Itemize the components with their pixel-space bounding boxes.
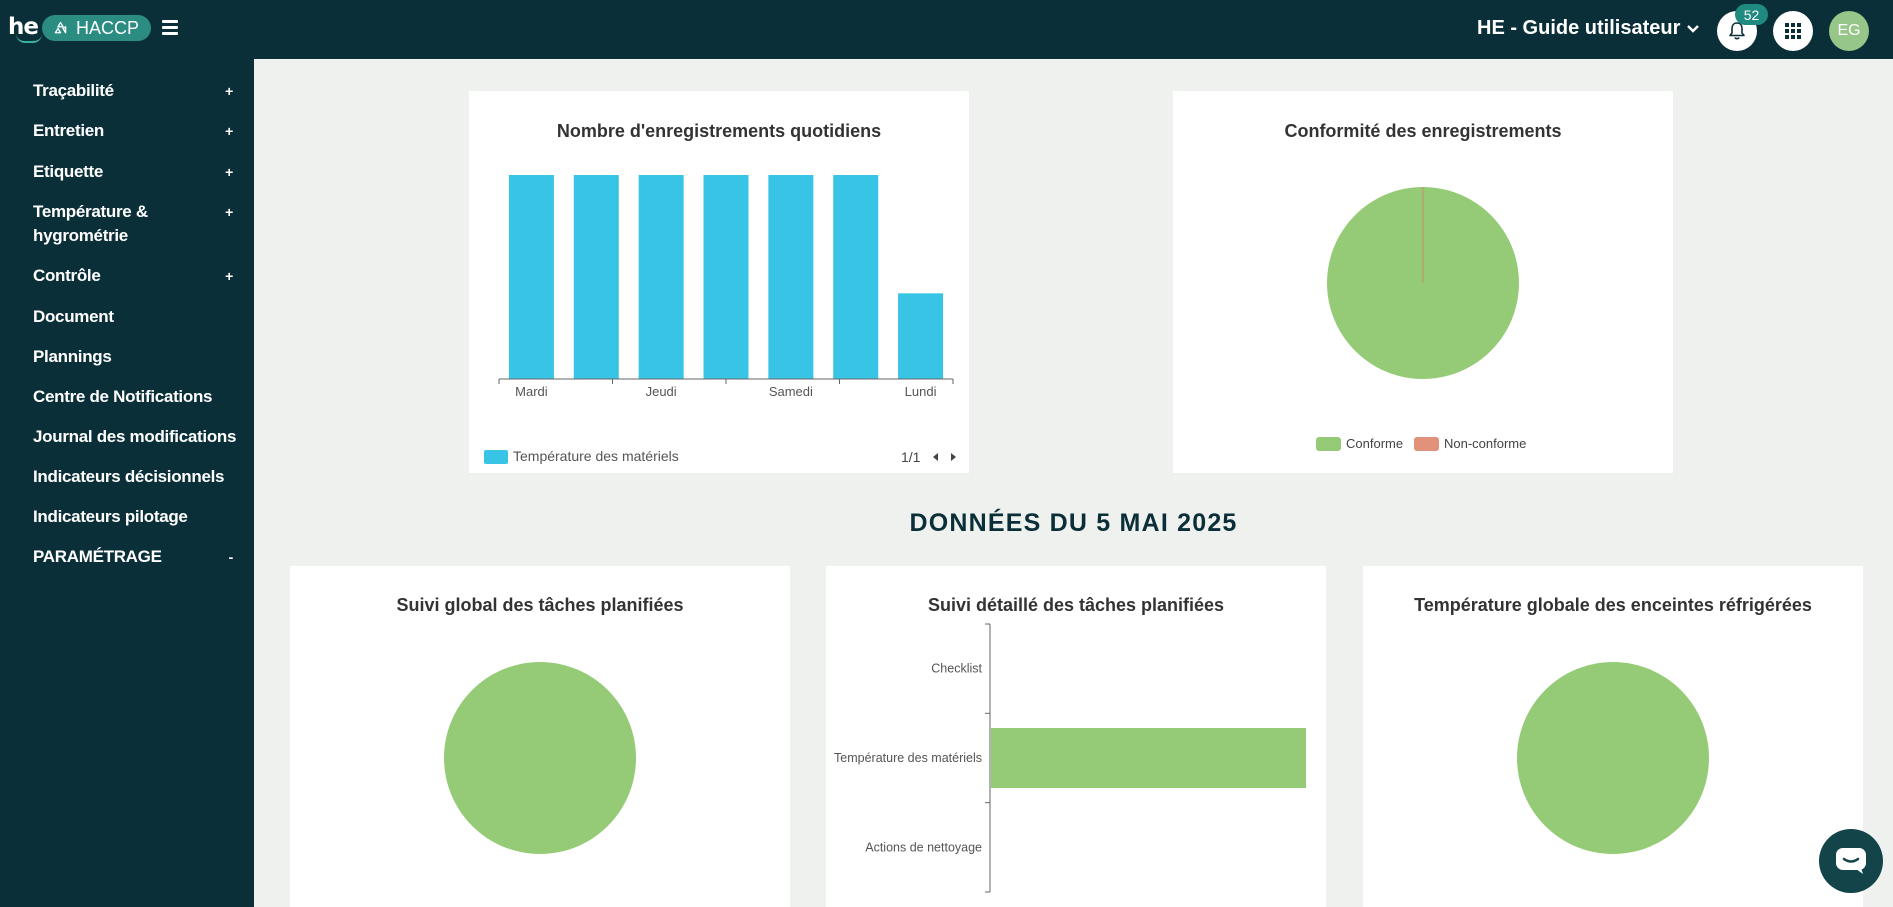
bar-mardi — [508, 175, 554, 379]
legend-label: Température des matériels — [513, 448, 679, 464]
sidebar-item-parametrage[interactable]: PARAMÉTRAGE - — [33, 545, 233, 569]
sidebar-item-etiquette[interactable]: Etiquette + — [33, 160, 233, 184]
section-title: DONNÉES DU 5 MAI 2025 — [909, 509, 1238, 537]
fridge-temperature-card: Température globale des enceintes réfrig… — [1363, 566, 1863, 907]
logo-swoosh — [16, 34, 42, 43]
sidebar-item-controle[interactable]: Contrôle + — [33, 264, 233, 288]
sidebar-item-indicateurs-decisionnels[interactable]: Indicateurs décisionnels — [33, 467, 225, 486]
chat-button[interactable] — [1819, 829, 1883, 893]
chart-title: Suivi global des tâches planifiées — [396, 595, 684, 615]
daily-records-card: Nombre d'enregistrements quotidiens Mard… — [469, 91, 969, 473]
pie-slice — [1517, 662, 1709, 854]
app-switch-pill[interactable]: HACCP — [42, 15, 151, 41]
y-tick-label: Température des matériels — [834, 751, 982, 765]
conformity-pie-chart: Conforme Non-conforme — [1316, 187, 1526, 451]
bar-samedi — [768, 175, 814, 379]
chart-title: Suivi détaillé des tâches planifiées — [927, 595, 1225, 615]
sidebar: Traçabilité + Entretien + Etiquette + Tempé… — [0, 59, 254, 907]
sidebar-item-journal[interactable]: Journal des modifications — [33, 427, 237, 446]
menu-toggle-icon[interactable] — [162, 20, 178, 35]
x-tick-label: Samedi — [769, 384, 813, 399]
conformity-card: Conformité des enregistrements Conforme N… — [1173, 91, 1673, 473]
expand-icon: + — [225, 83, 233, 99]
apps-button[interactable] — [1773, 11, 1813, 51]
detailed-tasks-card: Suivi détaillé des tâches planifiées Che… — [826, 566, 1326, 907]
x-tick-label: Mardi — [515, 384, 548, 399]
pie-slice-conforme — [1327, 187, 1520, 380]
notification-count-badge: 52 — [1735, 4, 1768, 25]
grid-icon — [1785, 23, 1801, 39]
recycle-icon — [54, 21, 67, 33]
daily-records-chart: Mardi Jeudi Samedi Lundi Température des mat… — [484, 175, 956, 465]
prev-page-icon — [933, 453, 938, 461]
legend-swatch — [484, 450, 508, 464]
legend-label: Non-conforme — [1444, 436, 1526, 451]
bar-vendredi — [703, 175, 749, 379]
bar-température-des-matériels — [991, 728, 1306, 788]
legend-swatch-conforme — [1316, 437, 1341, 451]
next-page-icon — [951, 453, 956, 461]
top-bar: he HACCP HE - Guide utilisateur 52 EG — [0, 0, 1893, 59]
y-tick-label: Actions de nettoyage — [865, 840, 982, 854]
chat-icon — [1836, 848, 1866, 874]
x-tick-label: Jeudi — [646, 384, 677, 399]
sidebar-item-indicateurs-pilotage[interactable]: Indicateurs pilotage — [33, 507, 188, 526]
pie-slice — [444, 662, 636, 854]
expand-icon: + — [225, 164, 233, 180]
expand-icon: + — [225, 268, 233, 284]
chart-title: Nombre d'enregistrements quotidiens — [556, 121, 882, 141]
sidebar-item-notifications[interactable]: Centre de Notifications — [33, 387, 213, 406]
user-avatar[interactable]: EG — [1829, 11, 1869, 51]
bar-lundi — [898, 293, 944, 379]
sidebar-item-plannings[interactable]: Plannings — [33, 347, 112, 366]
bar-mercredi — [573, 175, 619, 379]
sidebar-item-entretien[interactable]: Entretien + — [33, 119, 233, 143]
fridge-temperature-pie-chart — [1517, 662, 1709, 854]
y-tick-label: Checklist — [931, 662, 982, 676]
site-selector[interactable]: HE - Guide utilisateur — [1477, 17, 1700, 40]
chevron-down-icon — [1687, 24, 1700, 33]
global-tasks-card: Suivi global des tâches planifiées — [290, 566, 790, 907]
app-name: HACCP — [76, 17, 140, 38]
bar-jeudi — [638, 175, 684, 379]
legend-swatch-non-conforme — [1414, 437, 1439, 451]
expand-icon: + — [225, 123, 233, 139]
chart-title: Température globale des enceintes réfrig… — [1414, 595, 1812, 615]
chart-title: Conformité des enregistrements — [1284, 121, 1562, 141]
legend-pagination: 1/1 — [901, 449, 921, 465]
legend-label: Conforme — [1346, 436, 1403, 451]
collapse-icon: - — [228, 549, 234, 565]
x-tick-label: Lundi — [905, 384, 937, 399]
site-name: HE - Guide utilisateur — [1477, 17, 1681, 39]
sidebar-item-temperature[interactable]: Température & hygrométrie + — [33, 202, 233, 245]
bar-dimanche — [833, 175, 879, 379]
sidebar-item-tracabilite[interactable]: Traçabilité + — [33, 79, 233, 103]
sidebar-item-document[interactable]: Document — [33, 307, 114, 326]
detailed-tasks-chart: Checklist Température des matériels Action… — [834, 623, 1306, 893]
expand-icon: + — [225, 204, 233, 220]
global-tasks-pie-chart — [444, 662, 636, 854]
